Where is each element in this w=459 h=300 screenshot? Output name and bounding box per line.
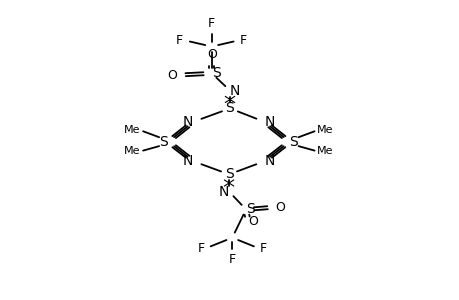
Text: Me: Me xyxy=(316,146,333,156)
Text: F: F xyxy=(197,242,204,255)
Text: N: N xyxy=(183,154,193,168)
Text: N: N xyxy=(264,115,274,129)
Text: N: N xyxy=(230,84,240,98)
Text: F: F xyxy=(207,16,215,30)
Text: Me: Me xyxy=(124,125,140,135)
Text: S: S xyxy=(224,167,233,182)
Text: Me: Me xyxy=(124,146,140,156)
Text: F: F xyxy=(176,34,183,46)
Text: Me: Me xyxy=(316,125,333,135)
Text: F: F xyxy=(240,34,246,46)
Text: F: F xyxy=(228,254,235,266)
Text: N: N xyxy=(264,154,274,168)
Text: O: O xyxy=(167,69,177,82)
Text: S: S xyxy=(246,202,254,216)
Text: O: O xyxy=(275,201,285,214)
Text: F: F xyxy=(259,242,266,255)
Text: S: S xyxy=(159,135,168,149)
Text: O: O xyxy=(207,48,216,61)
Text: S: S xyxy=(289,135,297,149)
Text: N: N xyxy=(183,115,193,129)
Text: S: S xyxy=(211,66,220,80)
Text: S: S xyxy=(225,101,234,116)
Text: N: N xyxy=(218,184,229,199)
Text: O: O xyxy=(248,215,257,228)
